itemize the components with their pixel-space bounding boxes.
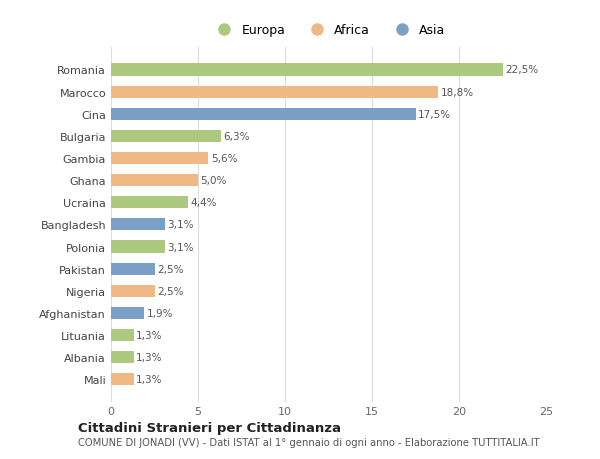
Bar [111, 219, 165, 231]
Bar [111, 285, 155, 297]
Text: COMUNE DI JONADI (VV) - Dati ISTAT al 1° gennaio di ogni anno - Elaborazione TUT: COMUNE DI JONADI (VV) - Dati ISTAT al 1°… [78, 437, 539, 447]
Bar [111, 329, 134, 341]
Bar [111, 241, 165, 253]
Text: 4,4%: 4,4% [190, 198, 217, 208]
Bar [111, 351, 134, 364]
Bar [111, 307, 144, 319]
Bar [111, 86, 438, 99]
Text: 6,3%: 6,3% [223, 132, 250, 141]
Bar [111, 130, 221, 143]
Text: 5,6%: 5,6% [211, 154, 238, 164]
Text: 2,5%: 2,5% [157, 286, 184, 296]
Text: 2,5%: 2,5% [157, 264, 184, 274]
Legend: Europa, Africa, Asia: Europa, Africa, Asia [207, 19, 450, 42]
Text: 5,0%: 5,0% [200, 176, 227, 186]
Bar [111, 374, 134, 386]
Text: Cittadini Stranieri per Cittadinanza: Cittadini Stranieri per Cittadinanza [78, 421, 341, 435]
Text: 3,1%: 3,1% [167, 220, 194, 230]
Text: 17,5%: 17,5% [418, 110, 451, 119]
Text: 1,3%: 1,3% [136, 353, 163, 363]
Bar [111, 263, 155, 275]
Text: 1,3%: 1,3% [136, 330, 163, 340]
Bar [111, 175, 198, 187]
Bar [111, 108, 416, 121]
Text: 18,8%: 18,8% [441, 87, 474, 97]
Text: 22,5%: 22,5% [505, 65, 538, 75]
Bar [111, 152, 208, 165]
Text: 1,3%: 1,3% [136, 375, 163, 385]
Text: 1,9%: 1,9% [146, 308, 173, 318]
Bar [111, 197, 188, 209]
Text: 3,1%: 3,1% [167, 242, 194, 252]
Bar [111, 64, 503, 76]
